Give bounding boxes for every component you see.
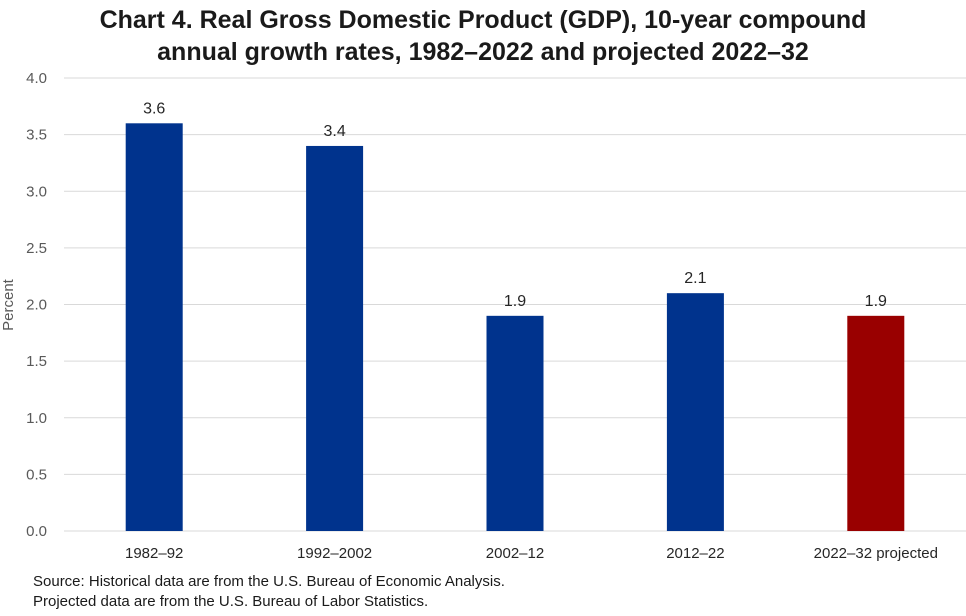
bar (486, 315, 544, 531)
x-tick-label: 1992–2002 (297, 545, 372, 562)
y-tick-label: 1.0 (26, 410, 47, 427)
y-tick-label: 0.0 (26, 523, 47, 540)
y-tick-label: 3.0 (26, 183, 47, 200)
data-label: 2.1 (684, 270, 706, 287)
source-note: Source: Historical data are from the U.S… (33, 572, 505, 612)
x-tick-label: 2002–12 (486, 545, 544, 562)
source-line-1: Source: Historical data are from the U.S… (33, 573, 505, 590)
x-axis-ticks: 1982–92 1992–2002 2002–12 2012–22 2022–32 pr… (125, 545, 938, 562)
y-axis-ticks: 0.0 0.5 1.0 1.5 2.0 2.5 3.0 3.5 4.0 (26, 70, 47, 540)
bar (306, 145, 364, 531)
data-labels: 3.6 3.4 1.9 2.1 1.9 (143, 100, 887, 310)
x-tick-label: 2012–22 (666, 545, 724, 562)
x-tick-label: 1982–92 (125, 545, 183, 562)
chart-title-line-2: annual growth rates, 1982–2022 and proje… (157, 38, 809, 66)
chart-title: Chart 4. Real Gross Domestic Product (GD… (0, 4, 966, 68)
x-tick-label: 2022–32 projected (814, 545, 938, 562)
y-tick-label: 2.0 (26, 297, 47, 314)
data-label: 1.9 (504, 293, 526, 310)
y-axis-label: Percent (0, 278, 17, 331)
y-tick-label: 3.5 (26, 127, 47, 144)
source-line-2: Projected data are from the U.S. Bureau … (33, 593, 429, 610)
bar (666, 293, 724, 531)
chart-title-line-1: Chart 4. Real Gross Domestic Product (GD… (99, 6, 867, 34)
bar (125, 123, 183, 532)
y-tick-label: 2.5 (26, 240, 47, 257)
bars (125, 123, 905, 532)
bar (847, 315, 905, 531)
bar-chart: 0.0 0.5 1.0 1.5 2.0 2.5 3.0 3.5 4.0 3.6 3.4 1.9 2.1… (0, 70, 966, 562)
data-label: 1.9 (865, 293, 887, 310)
y-tick-label: 4.0 (26, 70, 47, 87)
data-label: 3.4 (323, 123, 345, 140)
data-label: 3.6 (143, 100, 165, 117)
y-tick-label: 1.5 (26, 353, 47, 370)
y-tick-label: 0.5 (26, 466, 47, 483)
